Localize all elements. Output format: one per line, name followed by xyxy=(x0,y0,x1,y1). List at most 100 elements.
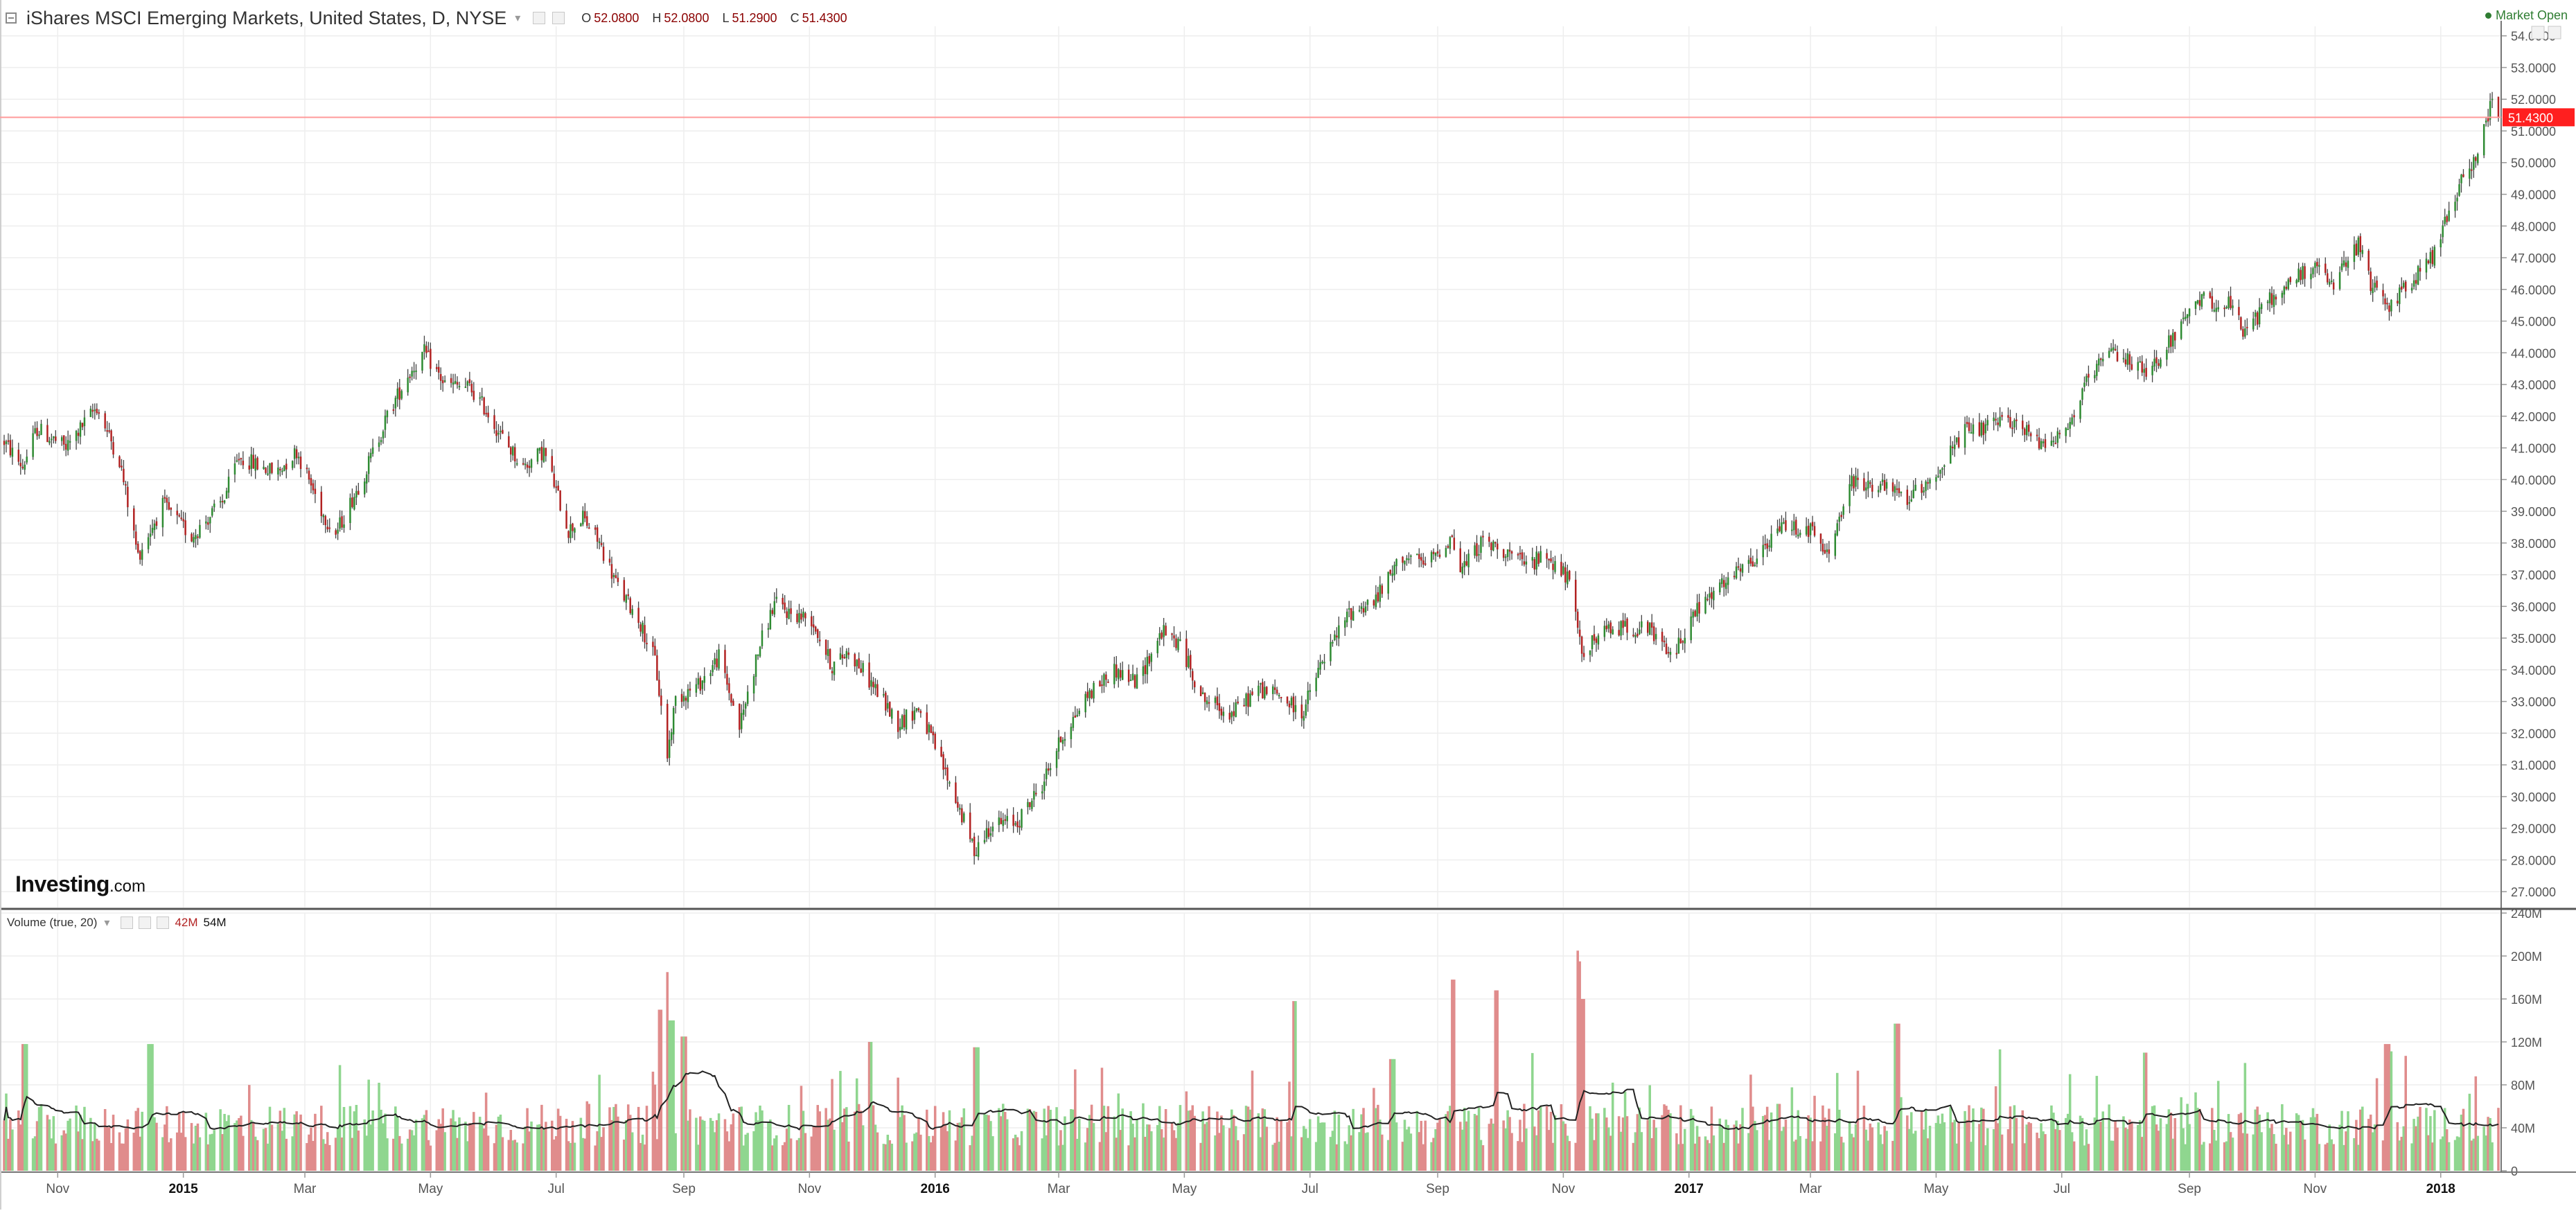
volume-bar xyxy=(2283,1135,2286,1171)
candle xyxy=(827,648,829,657)
volume-bar xyxy=(1908,1128,1911,1171)
volume-bar xyxy=(651,1071,655,1171)
candle xyxy=(652,641,654,648)
candle xyxy=(1980,423,1983,436)
volume-bar xyxy=(1906,1115,1909,1171)
candle xyxy=(2098,358,2100,366)
candle xyxy=(425,346,427,353)
volume-bar xyxy=(365,1135,368,1171)
candle xyxy=(818,639,821,641)
volume-bar xyxy=(1407,1126,1411,1171)
pane-down-icon[interactable] xyxy=(2548,26,2561,39)
candle xyxy=(928,724,930,733)
volume-bar xyxy=(473,1112,475,1171)
volume-bar xyxy=(425,1110,428,1171)
candle xyxy=(796,613,798,623)
candle xyxy=(957,802,959,808)
volume-bar xyxy=(3,1120,6,1171)
volume-chevron-icon[interactable]: ▾ xyxy=(104,917,110,929)
volume-bar xyxy=(1164,1109,1167,1171)
volume-bar xyxy=(254,1136,257,1171)
candle xyxy=(1237,701,1239,704)
volume-bar xyxy=(1784,1119,1788,1171)
candle xyxy=(1951,446,1954,448)
candle xyxy=(1099,681,1101,687)
volume-bar xyxy=(322,1139,325,1171)
x-tick-label: Jul xyxy=(548,1182,565,1196)
volume-bar xyxy=(2079,1115,2082,1171)
volume-bar xyxy=(247,1085,251,1171)
volume-bar xyxy=(324,1144,327,1171)
candle xyxy=(133,508,135,531)
volume-bar xyxy=(1146,1124,1149,1171)
volume-bar xyxy=(398,1135,401,1171)
candle xyxy=(184,520,186,535)
candle xyxy=(353,497,355,510)
candle xyxy=(759,646,761,657)
y-tick-label: 31.0000 xyxy=(2511,759,2556,772)
volume-hide-icon[interactable] xyxy=(139,917,152,929)
collapse-icon[interactable] xyxy=(6,12,17,24)
candle xyxy=(197,536,199,538)
candle xyxy=(2357,237,2360,255)
volume-bar xyxy=(153,1117,156,1171)
close-icon[interactable] xyxy=(552,12,565,24)
candle xyxy=(1061,740,1064,744)
candle xyxy=(5,441,8,445)
volume-bar xyxy=(1395,1122,1398,1171)
candle xyxy=(1655,634,1657,639)
candle xyxy=(2310,274,2312,280)
candle xyxy=(1855,475,1857,487)
volume-bar xyxy=(1665,1106,1668,1171)
candle xyxy=(1900,491,1903,493)
candle xyxy=(2182,317,2185,319)
candle xyxy=(1323,662,1325,664)
candle xyxy=(1709,593,1711,598)
chevron-down-icon[interactable]: ▾ xyxy=(515,12,521,24)
volume-bar xyxy=(2054,1128,2057,1171)
volume-bar xyxy=(1957,1122,1960,1171)
candle xyxy=(1603,626,1606,637)
candle xyxy=(1652,626,1655,641)
volume-bar xyxy=(1531,1053,1534,1171)
volume-bar xyxy=(1792,1141,1796,1171)
instrument-title: iShares MSCI Emerging Markets, United St… xyxy=(26,7,507,28)
candle xyxy=(1675,653,1678,655)
pane-up-icon[interactable] xyxy=(2531,26,2545,39)
candle xyxy=(339,517,341,529)
volume-bar xyxy=(639,1143,642,1171)
volume-bar xyxy=(969,1145,971,1171)
candle xyxy=(915,708,918,711)
volume-bar xyxy=(1994,1086,1997,1171)
candle xyxy=(2042,441,2045,443)
candle xyxy=(2370,271,2372,292)
candle xyxy=(2403,283,2405,287)
volume-close-icon[interactable] xyxy=(157,917,170,929)
candle xyxy=(17,450,20,462)
volume-bar xyxy=(530,1121,533,1171)
volume-bar xyxy=(2052,1113,2055,1171)
volume-bar xyxy=(685,1036,687,1171)
settings-icon[interactable] xyxy=(533,12,546,24)
candle xyxy=(1694,610,1696,617)
volume-bar xyxy=(1689,1108,1693,1171)
volume-bar xyxy=(2345,1131,2347,1171)
candle xyxy=(2431,249,2434,265)
candle xyxy=(1906,489,1909,505)
candle xyxy=(542,448,545,462)
volume-bar xyxy=(746,1133,749,1171)
candle xyxy=(775,596,778,599)
volume-bar xyxy=(452,1110,455,1171)
candle xyxy=(1220,709,1223,716)
candle xyxy=(2256,312,2259,325)
candle xyxy=(161,497,164,528)
volume-bar xyxy=(2180,1097,2182,1171)
volume-bar xyxy=(1481,1145,1485,1171)
volume-settings-icon[interactable] xyxy=(121,917,134,929)
volume-bar xyxy=(281,1131,284,1171)
volume-bar xyxy=(1898,1023,1900,1171)
candle xyxy=(1580,636,1583,654)
candle xyxy=(1278,695,1280,697)
